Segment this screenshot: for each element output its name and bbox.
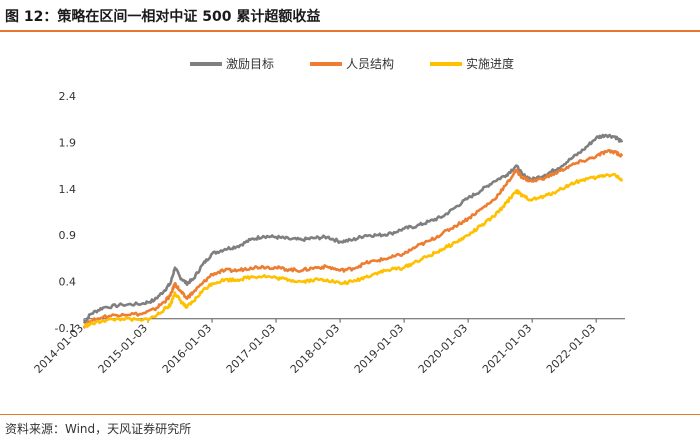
x-tick-label: 2021-01-03 — [480, 322, 534, 376]
x-tick-label: 2020-01-03 — [416, 322, 470, 376]
line-chart: 激励目标 人员结构 实施进度 -0.1 0.4 0.9 1.4 1.9 2.4 2014-01… — [32, 56, 625, 376]
y-tick-label: 1.9 — [59, 136, 77, 149]
y-tick-label: 1.4 — [59, 183, 77, 196]
y-tick-label: 2.4 — [59, 90, 77, 103]
chart-title: 图 12：策略在区间一相对中证 500 累计超额收益 — [5, 9, 321, 25]
y-tick-label: 0.4 — [59, 276, 77, 289]
legend-label: 激励目标 — [226, 57, 274, 71]
y-axis: -0.1 0.4 0.9 1.4 1.9 2.4 — [55, 90, 76, 335]
legend-label: 实施进度 — [466, 56, 514, 71]
series-line-2 — [82, 149, 624, 329]
x-tick-label: 2022-01-03 — [544, 322, 598, 376]
y-tick-label: 0.9 — [59, 229, 77, 242]
x-tick-label: 2017-01-03 — [224, 322, 278, 376]
series-line-3 — [83, 172, 624, 328]
title-divider — [0, 30, 700, 32]
footer-divider — [0, 414, 700, 415]
y-tick-label: -0.1 — [55, 322, 76, 335]
x-tick-label: 2015-01-03 — [96, 322, 150, 376]
x-tick-label: 2016-01-03 — [160, 322, 214, 376]
x-axis: 2014-01-03 2015-01-03 2016-01-03 2017-01-03… — [32, 318, 625, 376]
legend: 激励目标 人员结构 实施进度 — [190, 56, 514, 71]
x-tick-label: 2018-01-03 — [288, 322, 342, 376]
series-layer — [82, 133, 624, 329]
source-note: 资料来源：Wind，天风证券研究所 — [5, 422, 192, 436]
series-line-1 — [82, 133, 624, 325]
x-tick-label: 2019-01-03 — [352, 322, 406, 376]
legend-label: 人员结构 — [346, 56, 394, 71]
